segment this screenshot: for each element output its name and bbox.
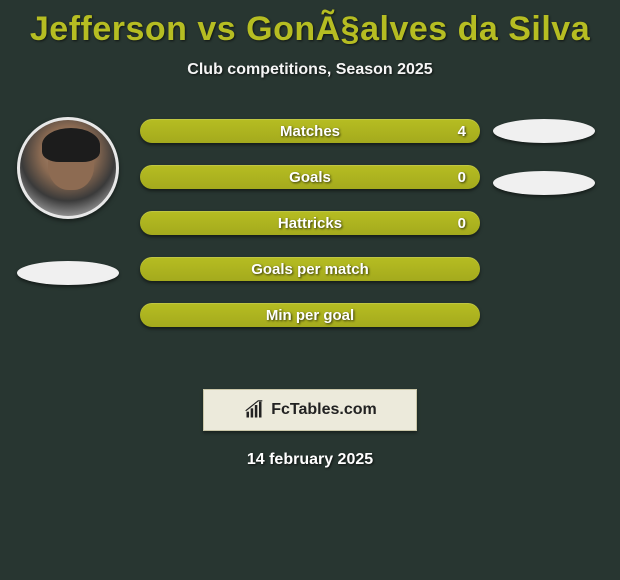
- brand-label: FcTables.com: [271, 401, 377, 419]
- player-left-club-oval: [17, 261, 119, 285]
- player-left-column: [8, 115, 128, 285]
- stat-right-value: 4: [458, 123, 466, 140]
- stat-label: Goals: [289, 169, 331, 186]
- page-title: Jefferson vs GonÃ§alves da Silva: [0, 0, 620, 49]
- stat-label: Goals per match: [251, 261, 369, 278]
- stat-bar-goals-per-match: Goals per match: [140, 257, 480, 281]
- comparison-panel: Matches 4 Goals 0 Hattricks 0 Goals per …: [0, 115, 620, 375]
- player-right-club-oval-2: [493, 171, 595, 195]
- stat-bar-min-per-goal: Min per goal: [140, 303, 480, 327]
- stat-bars: Matches 4 Goals 0 Hattricks 0 Goals per …: [140, 119, 480, 327]
- stat-label: Hattricks: [278, 215, 342, 232]
- player-right-column: [484, 119, 604, 195]
- stat-bar-goals: Goals 0: [140, 165, 480, 189]
- player-right-club-oval-1: [493, 119, 595, 143]
- bar-chart-icon: [243, 400, 265, 420]
- stat-right-value: 0: [458, 169, 466, 186]
- stat-bar-hattricks: Hattricks 0: [140, 211, 480, 235]
- date-label: 14 february 2025: [0, 451, 620, 469]
- stat-label: Matches: [280, 123, 340, 140]
- page-subtitle: Club competitions, Season 2025: [0, 61, 620, 79]
- brand-box: FcTables.com: [203, 389, 417, 431]
- stat-right-value: 0: [458, 215, 466, 232]
- stat-bar-matches: Matches 4: [140, 119, 480, 143]
- stat-label: Min per goal: [266, 307, 354, 324]
- player-left-avatar: [17, 117, 119, 219]
